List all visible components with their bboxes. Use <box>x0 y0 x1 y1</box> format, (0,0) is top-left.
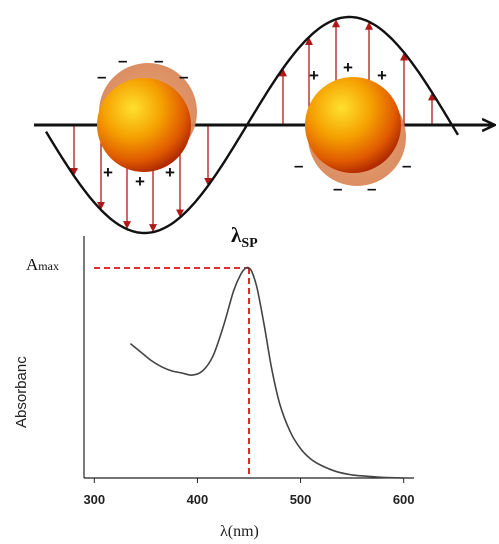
amax-label-sub: max <box>38 259 59 273</box>
amax-label: Amax <box>26 255 59 274</box>
plus-sign: + <box>377 66 387 85</box>
plus-sign: + <box>309 66 319 85</box>
minus-sign: – <box>333 179 342 198</box>
metal-sphere-left <box>97 78 191 172</box>
x-tick-label: 500 <box>290 492 312 507</box>
plus-sign: + <box>165 163 175 182</box>
nanoparticle-left: – – – – + + + <box>97 51 197 191</box>
metal-sphere-right <box>305 77 401 173</box>
minus-sign: – <box>179 67 188 86</box>
minus-sign: – <box>367 179 376 198</box>
plus-sign: + <box>103 163 113 182</box>
absorbance-chart: 300 400 500 600 λSP Amax Absorbanc λ(nm) <box>13 223 415 540</box>
minus-sign: – <box>97 67 106 86</box>
absorbance-series-line <box>129 266 404 479</box>
chart-title: λSP <box>231 223 258 251</box>
nanoparticle-right: + + + – – – – <box>294 58 411 198</box>
y-axis-label: Absorbanc <box>13 356 30 428</box>
plus-sign: + <box>135 172 145 191</box>
amax-label-main: A <box>26 255 39 274</box>
minus-sign: – <box>118 51 127 70</box>
x-axis-ticks: 300 400 500 600 <box>83 478 415 507</box>
chart-title-sub: SP <box>241 236 258 251</box>
x-tick-label: 400 <box>187 492 209 507</box>
plasmon-wave-diagram: – – – – + + + + + + – – – – <box>34 15 494 235</box>
light-wave-curve <box>44 15 460 235</box>
x-axis-label: λ(nm) <box>220 523 259 540</box>
minus-sign: – <box>402 156 411 175</box>
chart-title-main: λ <box>231 223 242 247</box>
minus-sign: – <box>154 51 163 70</box>
plus-sign: + <box>343 58 353 77</box>
x-tick-label: 600 <box>393 492 415 507</box>
x-tick-label: 300 <box>83 492 105 507</box>
minus-sign: – <box>294 156 303 175</box>
